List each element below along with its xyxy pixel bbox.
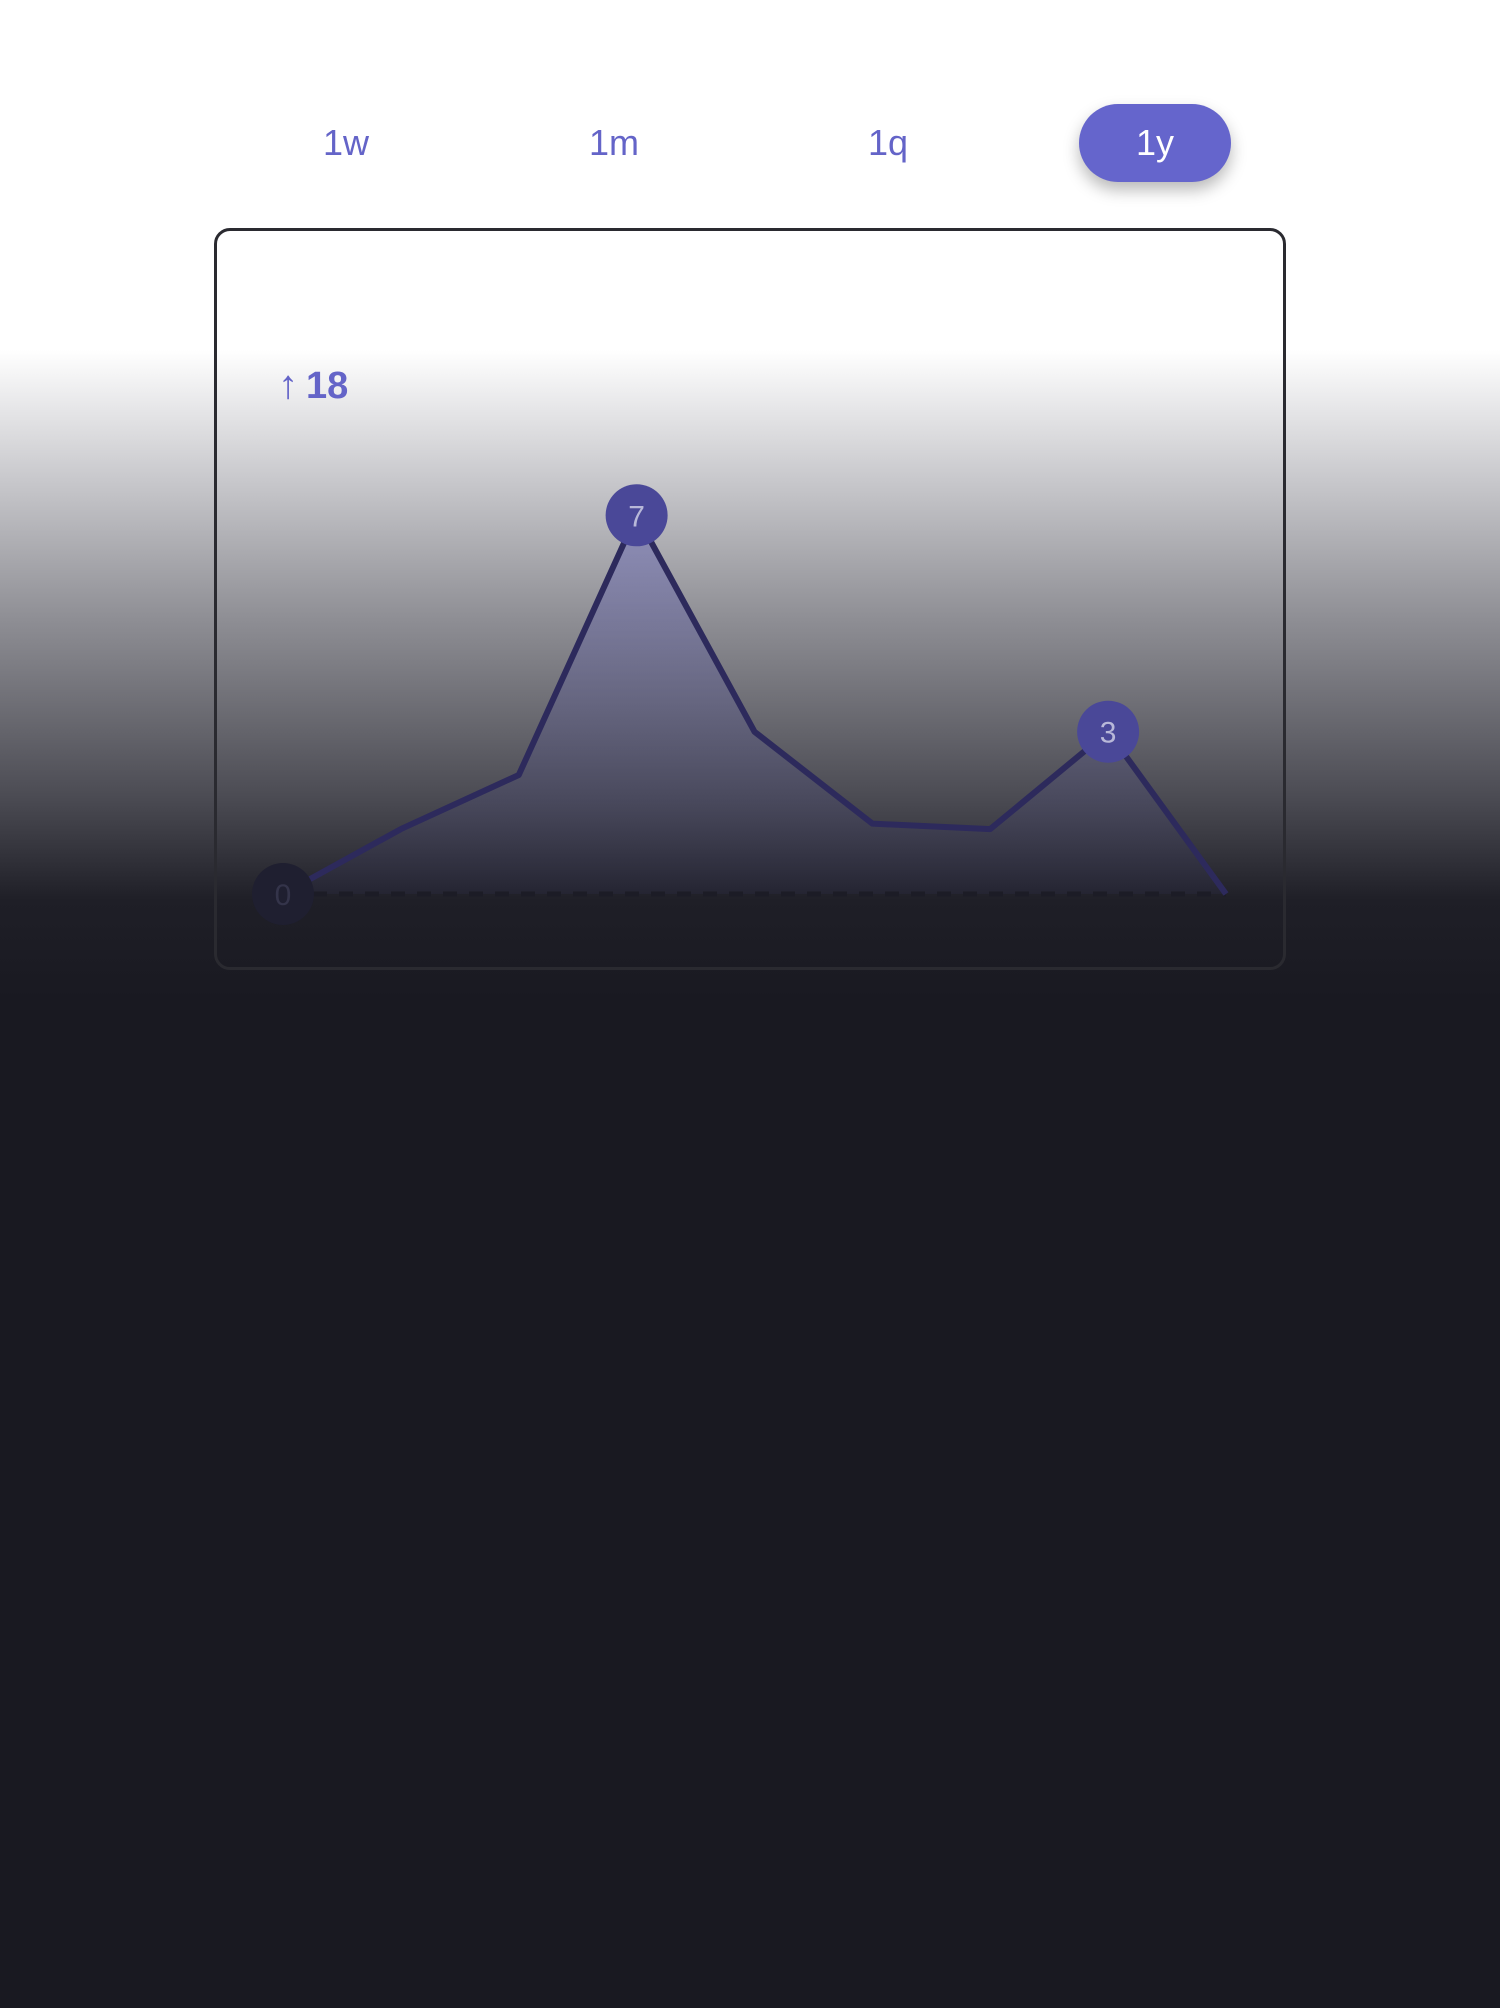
tab-1m[interactable]: 1m xyxy=(588,122,639,163)
series-line xyxy=(281,512,1229,897)
point-marker-3 xyxy=(1077,700,1140,763)
tab-1w[interactable]: 1w xyxy=(322,122,370,163)
change-summary: ↑ 18 xyxy=(278,360,348,410)
tab-1q[interactable]: 1q xyxy=(867,122,909,163)
change-value: 18 xyxy=(306,365,349,407)
area-fill xyxy=(283,515,1226,894)
point-marker-7 xyxy=(605,484,668,547)
chart-card xyxy=(214,228,1286,970)
tab-1y[interactable]: 1y xyxy=(1079,104,1231,182)
point-label-0: 0 xyxy=(275,879,292,912)
arrow-up-icon: ↑ xyxy=(278,363,298,407)
time-range-tabs: 1w 1m 1q 1y xyxy=(0,0,1500,200)
point-marker-0 xyxy=(252,863,314,925)
point-label-3: 3 xyxy=(1100,717,1117,750)
point-label-7: 7 xyxy=(628,500,645,533)
